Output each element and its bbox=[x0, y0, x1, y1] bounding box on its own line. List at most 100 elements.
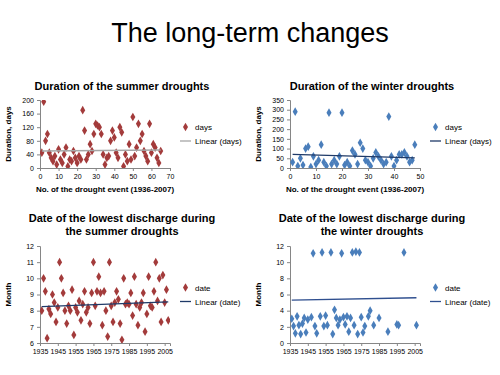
y-axis-title: Month bbox=[4, 282, 13, 306]
tick-mark bbox=[37, 327, 40, 328]
tick-mark bbox=[287, 246, 290, 247]
point bbox=[78, 316, 83, 325]
point bbox=[146, 272, 151, 281]
tick: 120 bbox=[22, 124, 40, 131]
point bbox=[144, 310, 149, 319]
tick: 4 bbox=[280, 307, 290, 314]
tick-mark bbox=[37, 343, 40, 344]
tick-mark bbox=[287, 311, 290, 312]
tick-label: 300 bbox=[272, 106, 284, 113]
tick: 1935 bbox=[283, 343, 299, 355]
point bbox=[59, 274, 64, 283]
tick-mark bbox=[287, 343, 290, 344]
tick-mark bbox=[368, 168, 369, 171]
tick-label: 0 bbox=[289, 173, 293, 180]
legend-label: date bbox=[445, 284, 461, 293]
axis-line bbox=[287, 101, 291, 169]
tick: 6 bbox=[280, 291, 290, 298]
tick: 2005 bbox=[407, 343, 423, 355]
tick-mark bbox=[147, 343, 148, 346]
tick-mark bbox=[93, 343, 94, 346]
tick: 80 bbox=[26, 138, 40, 145]
chart-title-line: the winter droughts bbox=[321, 225, 424, 237]
point bbox=[127, 300, 132, 309]
tick-label: 6 bbox=[30, 340, 34, 347]
trend-line bbox=[42, 302, 168, 307]
point bbox=[60, 159, 65, 168]
point bbox=[377, 314, 382, 323]
legend-marker bbox=[183, 123, 188, 132]
y-axis-title: Duration, days bbox=[254, 106, 263, 162]
tick-mark bbox=[379, 343, 380, 346]
tick: 30 bbox=[365, 168, 373, 180]
tick-mark bbox=[37, 311, 40, 312]
tick-label: 200 bbox=[22, 97, 34, 104]
tick-mark bbox=[59, 168, 60, 171]
chart-title-line: the summer droughts bbox=[65, 225, 178, 237]
point bbox=[143, 327, 148, 336]
point bbox=[352, 321, 357, 330]
tick-label: 6 bbox=[280, 291, 284, 298]
point bbox=[323, 311, 328, 320]
tick-label: 1975 bbox=[354, 348, 370, 355]
point bbox=[140, 130, 145, 139]
point bbox=[158, 147, 163, 156]
plot-area bbox=[290, 107, 417, 168]
tick: 1945 bbox=[51, 343, 67, 355]
legend-line bbox=[180, 301, 191, 302]
tick-label: 1965 bbox=[86, 348, 102, 355]
axis-line bbox=[291, 169, 421, 172]
tick-label: 150 bbox=[272, 136, 284, 143]
point bbox=[295, 162, 300, 168]
point bbox=[136, 119, 141, 128]
legend-label: days bbox=[195, 123, 212, 132]
tick: 10 bbox=[26, 275, 40, 282]
tick-mark bbox=[420, 168, 421, 171]
tick-mark bbox=[287, 119, 290, 120]
point bbox=[40, 306, 44, 315]
x-axis: 01020304050 bbox=[289, 168, 425, 180]
point bbox=[128, 289, 133, 298]
point bbox=[414, 321, 419, 330]
chart: Duration of the winter droughts010203040… bbox=[254, 80, 492, 194]
tick: 0 bbox=[280, 340, 290, 347]
point bbox=[330, 330, 335, 339]
point bbox=[68, 306, 73, 315]
point bbox=[346, 327, 351, 336]
tick-mark bbox=[133, 168, 134, 171]
tick-label: 20 bbox=[339, 173, 347, 180]
point bbox=[52, 152, 57, 161]
tick: 40 bbox=[111, 168, 119, 180]
tick: 1975 bbox=[104, 343, 120, 355]
chart-title: Date of the lowest discharge duringthe s… bbox=[29, 212, 215, 237]
legend-label: days bbox=[445, 123, 462, 132]
tick-label: 8 bbox=[280, 275, 284, 282]
tick: 1995 bbox=[390, 343, 406, 355]
point bbox=[107, 258, 112, 267]
point bbox=[368, 306, 373, 315]
tick-label: 1995 bbox=[390, 348, 406, 355]
tick-label: 1935 bbox=[33, 348, 49, 355]
tick: 1985 bbox=[122, 343, 138, 355]
tick-label: 40 bbox=[111, 173, 119, 180]
point bbox=[357, 248, 362, 257]
tick: 10 bbox=[276, 259, 290, 266]
point bbox=[293, 107, 298, 116]
point bbox=[80, 106, 85, 115]
point bbox=[103, 306, 108, 315]
point bbox=[100, 321, 105, 330]
tick-mark bbox=[287, 149, 290, 150]
chart-title-line: Date of the lowest discharge during bbox=[279, 212, 465, 224]
point bbox=[339, 249, 344, 258]
point bbox=[316, 156, 321, 165]
tick-mark bbox=[37, 278, 40, 279]
point bbox=[91, 258, 96, 267]
background bbox=[0, 0, 500, 375]
point bbox=[41, 274, 46, 283]
legend-line bbox=[430, 140, 441, 141]
tick-mark bbox=[308, 343, 309, 346]
point bbox=[132, 152, 137, 161]
tick-mark bbox=[326, 343, 327, 346]
point bbox=[352, 150, 357, 159]
tick-label: 10 bbox=[276, 259, 284, 266]
